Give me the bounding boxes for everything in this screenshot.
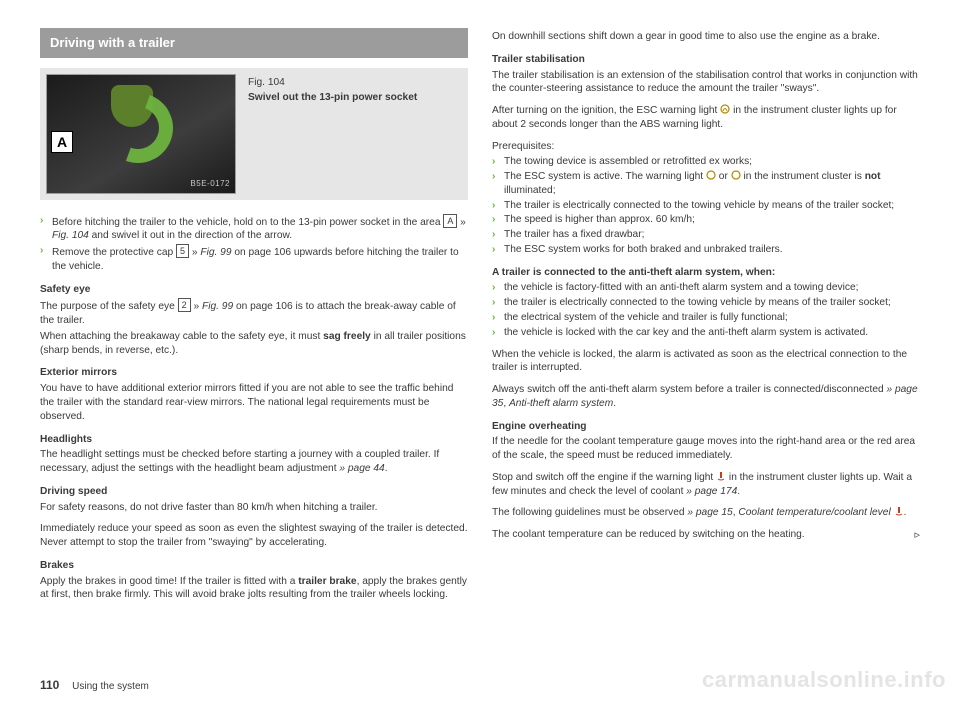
list-item: ›The trailer has a fixed drawbar;: [492, 228, 920, 242]
list-text: The ESC system is active. The warning li…: [504, 170, 920, 198]
figure-number: Fig. 104: [248, 76, 417, 90]
callout-label-a: A: [51, 131, 73, 153]
list-text: The trailer has a fixed drawbar;: [504, 228, 920, 242]
paragraph: The purpose of the safety eye 2 » Fig. 9…: [40, 298, 468, 328]
list-item: ›The ESC system is active. The warning l…: [492, 170, 920, 198]
callout-box: 2: [178, 298, 191, 312]
paragraph: The following guidelines must be observe…: [492, 506, 920, 520]
coolant-warning-icon: [894, 506, 904, 516]
chevron-icon: ›: [492, 326, 504, 340]
paragraph: When the vehicle is locked, the alarm is…: [492, 348, 920, 376]
watermark: carmanualsonline.info: [702, 665, 946, 695]
esc-warning-icon: [731, 170, 741, 180]
list-text: The towing device is assembled or retrof…: [504, 155, 920, 169]
list-item: ›The speed is higher than approx. 60 km/…: [492, 213, 920, 227]
figure-id: B5E-0172: [190, 179, 230, 190]
page-number: 110: [40, 678, 59, 692]
list-item: ›The trailer is electrically connected t…: [492, 199, 920, 213]
figure-image: A B5E-0172: [46, 74, 236, 194]
list-item: ›the vehicle is factory-fitted with an a…: [492, 281, 920, 295]
subheading-headlights: Headlights: [40, 433, 468, 447]
chevron-icon: ›: [492, 243, 504, 257]
chevron-icon: ›: [492, 170, 504, 198]
section-header: Driving with a trailer: [40, 28, 468, 58]
right-column: On downhill sections shift down a gear i…: [492, 28, 920, 604]
prerequisites-label: Prerequisites:: [492, 140, 920, 154]
paragraph: You have to have additional exterior mir…: [40, 382, 468, 423]
chevron-icon: ›: [492, 296, 504, 310]
subheading-trailer-stabilisation: Trailer stabilisation: [492, 53, 920, 67]
paragraph-text: The coolant temperature can be reduced b…: [492, 529, 805, 540]
paragraph: After turning on the ignition, the ESC w…: [492, 104, 920, 132]
chevron-icon: ›: [492, 213, 504, 227]
paragraph: The headlight settings must be checked b…: [40, 448, 468, 476]
footer-section: Using the system: [72, 681, 149, 692]
paragraph: For safety reasons, do not drive faster …: [40, 501, 468, 515]
list-item: ›The towing device is assembled or retro…: [492, 155, 920, 169]
instruction-item: › Before hitching the trailer to the veh…: [40, 214, 468, 244]
list-text: The trailer is electrically connected to…: [504, 199, 920, 213]
list-item: ›the trailer is electrically connected t…: [492, 296, 920, 310]
list-text: the trailer is electrically connected to…: [504, 296, 920, 310]
paragraph: The coolant temperature can be reduced b…: [492, 528, 920, 542]
subheading-brakes: Brakes: [40, 559, 468, 573]
chevron-icon: ›: [492, 311, 504, 325]
chevron-icon: ›: [492, 155, 504, 169]
chevron-icon: ›: [492, 228, 504, 242]
figure-caption: Fig. 104 Swivel out the 13-pin power soc…: [248, 74, 417, 194]
page-spread: Driving with a trailer A B5E-0172 Fig. 1…: [0, 0, 960, 614]
paragraph: When attaching the breakaway cable to th…: [40, 330, 468, 358]
chevron-icon: ›: [40, 214, 52, 244]
paragraph: Always switch off the anti-theft alarm s…: [492, 383, 920, 411]
list-text: the vehicle is locked with the car key a…: [504, 326, 920, 340]
swivel-arrow-icon: [91, 81, 184, 174]
coolant-warning-icon: [716, 471, 726, 481]
left-column: Driving with a trailer A B5E-0172 Fig. 1…: [40, 28, 468, 604]
subheading-safety-eye: Safety eye: [40, 283, 468, 297]
list-item: ›the electrical system of the vehicle an…: [492, 311, 920, 325]
subheading-alarm: A trailer is connected to the anti-theft…: [492, 266, 920, 280]
callout-box: A: [443, 214, 457, 228]
subheading-driving-speed: Driving speed: [40, 485, 468, 499]
list-text: the electrical system of the vehicle and…: [504, 311, 920, 325]
callout-box: 5: [176, 244, 189, 258]
figure-title: Swivel out the 13-pin power socket: [248, 91, 417, 105]
list-text: The speed is higher than approx. 60 km/h…: [504, 213, 920, 227]
paragraph: The trailer stabilisation is an extensio…: [492, 69, 920, 97]
subheading-exterior-mirrors: Exterior mirrors: [40, 366, 468, 380]
subheading-engine-overheating: Engine overheating: [492, 420, 920, 434]
paragraph: Stop and switch off the engine if the wa…: [492, 471, 920, 499]
paragraph: Immediately reduce your speed as soon as…: [40, 522, 468, 550]
instruction-text: Remove the protective cap 5 » Fig. 99 on…: [52, 244, 468, 274]
list-item: ›The ESC system works for both braked an…: [492, 243, 920, 257]
list-text: the vehicle is factory-fitted with an an…: [504, 281, 920, 295]
list-text: The ESC system works for both braked and…: [504, 243, 920, 257]
list-item: ›the vehicle is locked with the car key …: [492, 326, 920, 340]
continuation-arrow-icon: ▹: [914, 528, 920, 543]
paragraph: If the needle for the coolant temperatur…: [492, 435, 920, 463]
esc-warning-icon: [706, 170, 716, 180]
paragraph: On downhill sections shift down a gear i…: [492, 30, 920, 44]
chevron-icon: ›: [492, 281, 504, 295]
esc-warning-icon: [720, 104, 730, 114]
page-footer: 110 Using the system: [40, 677, 149, 694]
instruction-text: Before hitching the trailer to the vehic…: [52, 214, 468, 244]
instruction-item: › Remove the protective cap 5 » Fig. 99 …: [40, 244, 468, 274]
paragraph: Apply the brakes in good time! If the tr…: [40, 575, 468, 603]
figure-block: A B5E-0172 Fig. 104 Swivel out the 13-pi…: [40, 68, 468, 200]
chevron-icon: ›: [40, 244, 52, 274]
chevron-icon: ›: [492, 199, 504, 213]
